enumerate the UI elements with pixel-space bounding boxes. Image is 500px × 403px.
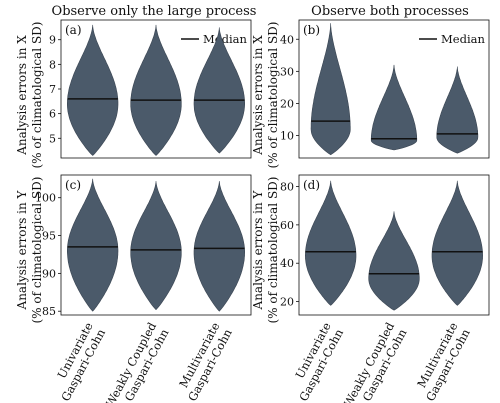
ylabel-d: Analysis errors in Y (% of climatologica… <box>251 177 280 324</box>
panel-a: 5 6 7 8 9 (a) Median <box>49 19 252 159</box>
violin-2 <box>130 24 182 156</box>
violin-2 <box>370 64 418 151</box>
panel-label: (a) <box>65 23 82 37</box>
violin-2 <box>130 181 182 311</box>
svg-text:(% of climatological SD): (% of climatological SD) <box>266 22 280 169</box>
panel-d: 20 40 60 80 (d) <box>280 174 490 316</box>
violin-3 <box>436 66 479 154</box>
ylabel-c: Analysis errors in Y (% of climatologica… <box>15 177 44 324</box>
svg-text:Analysis errors in X: Analysis errors in X <box>15 35 29 156</box>
panels: 5 6 7 8 9 (a) Median 10 20 30 40 (b) Median 85 90 95 100… <box>35 19 490 318</box>
axes-frame <box>60 174 252 316</box>
panel-c: 85 90 95 100 (c) <box>35 174 252 318</box>
ytick-label: 20 <box>280 97 294 110</box>
ytick-label: 10 <box>280 130 294 143</box>
svg-text:Analysis errors in X: Analysis errors in X <box>251 35 265 156</box>
svg-text:(% of climatological SD): (% of climatological SD) <box>30 177 44 324</box>
ytick-label: 85 <box>42 305 56 318</box>
col-title-left: Observe only the large process <box>52 4 257 19</box>
violin-2 <box>368 211 420 311</box>
ytick-label: 80 <box>280 181 294 194</box>
ytick-label: 40 <box>280 257 294 270</box>
panel-label: (d) <box>303 178 320 192</box>
ytick-label: 30 <box>280 65 294 78</box>
panel-b: 10 20 30 40 (b) Median <box>280 19 490 159</box>
violin-3 <box>193 27 245 154</box>
violin-1 <box>67 178 119 312</box>
ytick-label: 9 <box>49 34 56 47</box>
ytick-label: 40 <box>280 33 294 46</box>
svg-text:Analysis errors in Y: Analysis errors in Y <box>15 189 29 310</box>
svg-text:(% of climatological SD): (% of climatological SD) <box>266 177 280 324</box>
legend-median-label: Median <box>203 32 247 46</box>
ytick-label: 6 <box>49 108 56 121</box>
ytick-label: 5 <box>49 132 56 145</box>
ytick-label: 20 <box>280 296 294 309</box>
axes-frame <box>298 19 490 159</box>
violin-1 <box>310 23 351 156</box>
ytick-label: 95 <box>42 230 56 243</box>
axes-frame <box>298 174 490 316</box>
violin-1 <box>304 180 357 306</box>
ytick-label: 7 <box>49 83 56 96</box>
violin-3 <box>193 181 245 312</box>
panel-label: (c) <box>65 178 81 192</box>
violin-3 <box>431 180 484 306</box>
ylabel-a: Analysis errors in X (% of climatologica… <box>15 22 44 169</box>
ylabel-b: Analysis errors in X (% of climatologica… <box>251 22 280 169</box>
col-title-right: Observe both processes <box>311 4 469 19</box>
ytick-label: 90 <box>42 267 56 280</box>
svg-text:(% of climatological SD): (% of climatological SD) <box>30 22 44 169</box>
violin-1 <box>67 24 119 156</box>
ytick-label: 8 <box>49 58 56 71</box>
panel-label: (b) <box>303 23 320 37</box>
legend-median-label: Median <box>441 32 485 46</box>
svg-text:Analysis errors in Y: Analysis errors in Y <box>251 189 265 310</box>
ytick-label: 60 <box>280 219 294 232</box>
ytick-label: 100 <box>35 192 56 205</box>
